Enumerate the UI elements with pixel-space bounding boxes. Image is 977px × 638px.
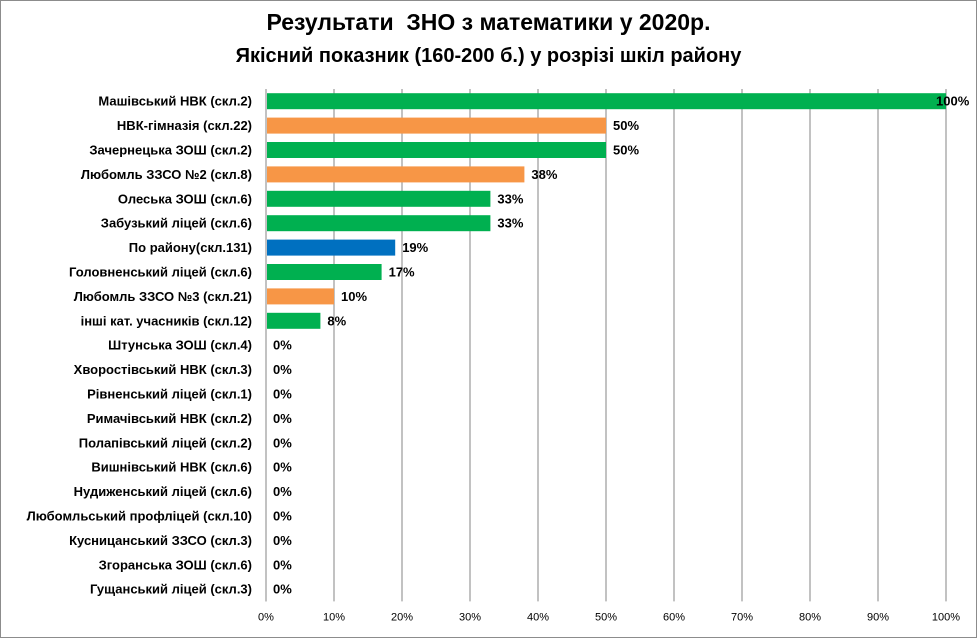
category-label-11: Хворостівський НВК (скл.3) [74, 362, 252, 377]
bar-9 [267, 312, 321, 329]
category-label-0: Машівський НВК (скл.2) [98, 94, 252, 109]
bars [267, 93, 946, 329]
bar-3 [267, 166, 525, 183]
category-labels: Машівський НВК (скл.2) НВК-гімназія (скл.… [27, 94, 252, 597]
category-label-4: Олеська ЗОШ (скл.6) [118, 191, 252, 206]
data-label-14: 0% [273, 435, 292, 450]
bar-8 [267, 288, 334, 305]
data-label-20: 0% [273, 582, 292, 597]
x-tick-label-1: 10% [323, 611, 345, 623]
x-tick-label-7: 70% [731, 611, 753, 623]
data-label-17: 0% [273, 509, 292, 524]
data-label-16: 0% [273, 484, 292, 499]
category-label-12: Рівненський ліцей (скл.1) [87, 387, 252, 402]
data-label-2: 50% [613, 143, 639, 158]
data-label-4: 33% [497, 191, 523, 206]
data-label-3: 38% [531, 167, 557, 182]
category-label-18: Кусницанський ЗЗСО (скл.3) [69, 533, 252, 548]
category-label-14: Полапівський ліцей (скл.2) [79, 435, 252, 450]
category-label-2: Зачернецька ЗОШ (скл.2) [89, 143, 252, 158]
category-label-13: Римачівський НВК (скл.2) [87, 411, 252, 426]
data-label-6: 19% [402, 240, 428, 255]
data-label-0: 100% [936, 94, 970, 109]
data-label-9: 8% [327, 313, 346, 328]
data-label-10: 0% [273, 338, 292, 353]
data-label-7: 17% [389, 265, 415, 280]
category-label-8: Любомль ЗЗСО №3 (скл.21) [74, 289, 252, 304]
bar-5 [267, 215, 491, 232]
x-tick-label-8: 80% [799, 611, 821, 623]
x-tick-label-9: 90% [867, 611, 889, 623]
x-tick-label-5: 50% [595, 611, 617, 623]
category-label-7: Головненський ліцей (скл.6) [69, 265, 252, 280]
bar-1 [267, 117, 606, 134]
bar-4 [267, 190, 491, 207]
data-label-8: 10% [341, 289, 367, 304]
category-label-9: інші кат. учасників (скл.12) [81, 313, 252, 328]
chart-subtitle: Якісний показник (160-200 б.) у розрізі … [235, 45, 742, 67]
chart-title: Результати ЗНО з математики у 2020р. [266, 9, 711, 35]
category-label-19: Згоранська ЗОШ (скл.6) [99, 557, 252, 572]
bar-7 [267, 264, 382, 280]
data-label-1: 50% [613, 118, 639, 133]
data-labels: 100% 50% 50% 38% 33% 33% 19% 17% 10% 8% 0% 0% 0% 0% 0%… [273, 94, 970, 597]
bar-2 [267, 142, 606, 158]
data-label-12: 0% [273, 387, 292, 402]
x-tick-label-4: 40% [527, 611, 549, 623]
bar-6 [267, 239, 396, 256]
data-label-5: 33% [497, 216, 523, 231]
x-tick-label-3: 30% [459, 611, 481, 623]
x-tick-label-0: 0% [258, 611, 274, 623]
data-label-15: 0% [273, 460, 292, 475]
x-tick-label-2: 20% [391, 611, 413, 623]
category-label-17: Любомльський профліцей (скл.10) [27, 509, 252, 524]
category-label-5: Забузький ліцей (скл.6) [101, 216, 252, 231]
data-label-18: 0% [273, 533, 292, 548]
x-tick-label-10: 100% [932, 611, 960, 623]
category-label-16: Нудиженський ліцей (скл.6) [74, 484, 252, 499]
category-label-10: Штунська ЗОШ (скл.4) [108, 338, 252, 353]
category-label-3: Любомль ЗЗСО №2 (скл.8) [81, 167, 252, 182]
x-axis-tick-labels: 0% 10% 20% 30% 40% 50% 60% 70% 80% 90% 100% [258, 611, 960, 623]
category-label-1: НВК-гімназія (скл.22) [117, 118, 252, 133]
gridlines [265, 89, 947, 602]
category-label-20: Гущанський ліцей (скл.3) [90, 582, 252, 597]
category-label-6: По району(скл.131) [129, 240, 252, 255]
data-label-19: 0% [273, 557, 292, 572]
data-label-11: 0% [273, 362, 292, 377]
category-label-15: Вишнівський НВК (скл.6) [91, 460, 252, 475]
data-label-13: 0% [273, 411, 292, 426]
x-tick-label-6: 60% [663, 611, 685, 623]
bar-0 [267, 93, 946, 110]
